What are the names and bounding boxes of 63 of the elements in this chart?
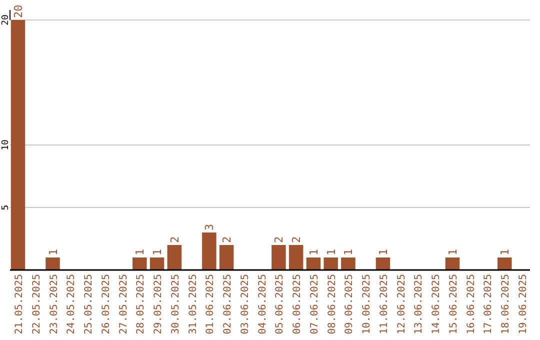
data-label: 1 xyxy=(446,248,460,256)
data-label: 20 xyxy=(12,4,25,18)
x-tick-label: 07.06.2025 xyxy=(309,274,320,334)
x-tick-label: 30.05.2025 xyxy=(170,274,182,334)
x-tick-label: 11.06.2025 xyxy=(378,274,390,334)
x-tick-label: 04.06.2025 xyxy=(257,274,268,334)
x-tick-label: 31.05.2025 xyxy=(188,274,199,334)
x-tick-label: 03.06.2025 xyxy=(240,274,251,334)
x-tick-label: 14.06.2025 xyxy=(431,274,442,334)
x-tick-label: 19.06.2025 xyxy=(518,274,530,334)
x-tick-label: 06.06.2025 xyxy=(292,274,304,334)
data-label: 3 xyxy=(203,224,216,230)
data-label: 1 xyxy=(307,248,320,256)
x-tick-label: 10.06.2025 xyxy=(362,274,373,334)
x-tick-label: 24.05.2025 xyxy=(66,274,78,334)
y-tick-label: 10 xyxy=(1,140,11,150)
x-tick-label: 28.05.2025 xyxy=(136,274,147,334)
x-tick-label: 12.06.2025 xyxy=(396,274,408,334)
bar xyxy=(288,245,304,270)
bar xyxy=(272,245,286,270)
x-tick-label: 15.06.2025 xyxy=(448,274,460,334)
x-tick-label: 26.05.2025 xyxy=(100,274,112,334)
data-label: 1 xyxy=(342,248,356,256)
data-label: 1 xyxy=(376,248,390,256)
data-label: 2 xyxy=(272,236,286,243)
x-tick-label: 01.06.2025 xyxy=(205,274,216,334)
data-label: 1 xyxy=(498,248,512,256)
x-tick-label: 29.05.2025 xyxy=(153,274,164,334)
bar xyxy=(445,258,460,270)
bar xyxy=(324,258,338,270)
y-tick-label: 5 xyxy=(1,204,11,210)
y-tick-label: 20 xyxy=(1,14,11,26)
x-tick-label: 21.05.2025 xyxy=(14,274,25,334)
x-tick-label: 18.06.2025 xyxy=(500,274,512,334)
bar xyxy=(219,245,234,270)
x-tick-label: 27.05.2025 xyxy=(118,274,130,334)
x-tick-label: 05.06.2025 xyxy=(274,274,286,334)
bar xyxy=(46,258,60,270)
x-tick-label: 09.06.2025 xyxy=(344,274,356,334)
x-tick-label: 22.05.2025 xyxy=(31,274,42,334)
x-tick-label: 23.05.2025 xyxy=(48,274,60,334)
x-tick-label: 02.06.2025 xyxy=(222,274,234,334)
bar xyxy=(150,258,164,270)
data-label: 1 xyxy=(46,248,60,256)
x-tick-label: 16.06.2025 xyxy=(466,274,477,334)
x-tick-label: 13.06.2025 xyxy=(414,274,425,334)
x-tick-label: 17.06.2025 xyxy=(483,274,494,334)
bar xyxy=(202,232,216,270)
bar xyxy=(132,258,147,270)
bar xyxy=(498,258,512,270)
data-label: 1 xyxy=(324,248,338,256)
x-tick-label: 25.05.2025 xyxy=(84,274,95,334)
data-label: 1 xyxy=(151,248,164,256)
bar xyxy=(10,20,26,270)
x-tick-label: 08.06.2025 xyxy=(326,274,338,334)
bar xyxy=(341,258,356,270)
bar xyxy=(306,258,321,270)
data-label: 2 xyxy=(290,236,304,243)
data-label: 1 xyxy=(134,248,147,256)
bar xyxy=(376,258,390,270)
data-label: 2 xyxy=(168,236,182,243)
bar xyxy=(167,245,182,270)
data-label: 2 xyxy=(220,236,234,243)
